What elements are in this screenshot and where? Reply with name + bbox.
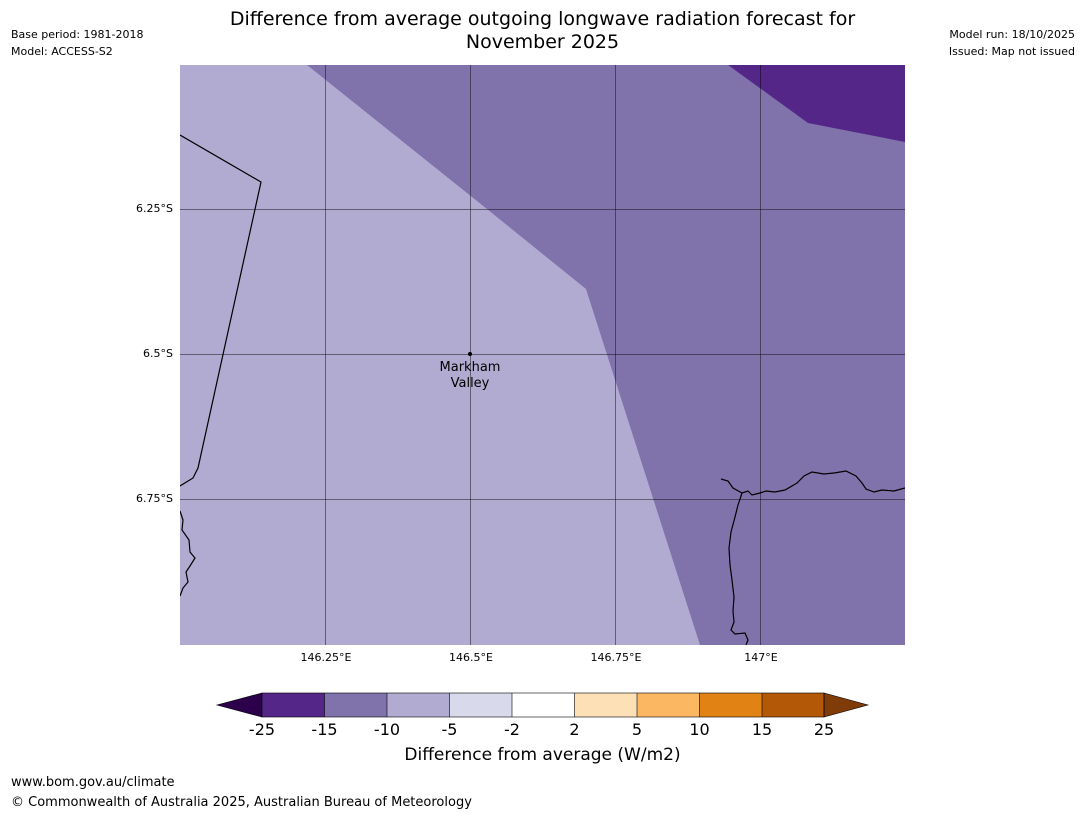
border-line — [180, 134, 262, 487]
colorbar-bin-3 — [387, 693, 450, 717]
coastline-borders — [180, 134, 905, 645]
markham-valley-marker — [468, 352, 472, 356]
colorbar-bin-8 — [699, 693, 762, 717]
place-name-line-2: Valley — [450, 376, 490, 391]
colorbar-outline — [261, 692, 825, 718]
gridlines — [180, 65, 905, 645]
footer-url[interactable]: www.bom.gov.au/climate — [11, 775, 175, 790]
issued-status: Issued: Map not issued — [948, 45, 1075, 58]
lat-label-6-75: 6.75°S — [136, 492, 173, 505]
colorbar — [215, 692, 870, 718]
colorbar-tick: -10 — [373, 720, 401, 739]
meta-right: Model run: 18/10/2025 Issued: Map not is… — [949, 26, 1075, 60]
colorbar-tick: -2 — [504, 720, 520, 739]
model-run: Model run: 18/10/2025 — [949, 28, 1075, 41]
zone-minus15-minus10 — [307, 65, 905, 645]
colorbar-tick: -25 — [248, 720, 276, 739]
colorbar-bin-2 — [324, 693, 387, 717]
place-label-markham-valley: Markham Valley — [420, 360, 520, 392]
meta-left: Base period: 1981-2018 Model: ACCESS-S2 — [11, 26, 143, 60]
colorbar-label-text: Difference from average (W/m2) — [404, 745, 681, 765]
coastline-east — [720, 470, 905, 496]
colorbar-over-arrow — [823, 692, 870, 718]
title-line-2: November 2025 — [465, 31, 620, 53]
colorbar-bin-6 — [574, 693, 637, 717]
colorbar-tick: -5 — [441, 720, 458, 739]
lat-label-6-5: 6.5°S — [143, 347, 173, 360]
colorbar-tick: 5 — [631, 720, 643, 739]
chart-title: Difference from average outgoing longwav… — [180, 8, 905, 54]
coastline-gulf — [728, 492, 749, 645]
colorbar-bin-4 — [449, 693, 512, 717]
colorbar-bin-5 — [512, 693, 575, 717]
lon-label-147: 147°E — [744, 651, 778, 664]
colorbar-tick: 10 — [689, 720, 710, 739]
coastline-west — [180, 510, 196, 597]
base-period: Base period: 1981-2018 — [11, 28, 144, 41]
lon-label-146-5: 146.5°E — [449, 651, 493, 664]
colorbar-tick: -15 — [311, 720, 338, 739]
place-name-line-1: Markham — [439, 360, 501, 375]
map-area — [180, 65, 905, 645]
colorbar-tick: 15 — [751, 720, 773, 739]
title-line-1: Difference from average outgoing longwav… — [229, 8, 856, 30]
colorbar-bin-7 — [637, 693, 700, 717]
colorbar-tick: 2 — [569, 720, 580, 739]
lat-label-6-25: 6.25°S — [136, 202, 173, 215]
zone-minus25-minus15 — [728, 65, 905, 142]
footer-copyright: © Commonwealth of Australia 2025, Austra… — [11, 795, 472, 810]
colorbar-label: Difference from average (W/m2) — [0, 745, 1085, 765]
model-name: Model: ACCESS-S2 — [11, 45, 113, 58]
colorbar-bin-9 — [762, 693, 824, 717]
colorbar-under-arrow — [215, 692, 263, 718]
colorbar-bin-1 — [262, 693, 325, 717]
colorbar-tick: 25 — [813, 720, 835, 739]
lon-label-146-25: 146.25°E — [300, 651, 352, 664]
lon-label-146-75: 146.75°E — [590, 651, 642, 664]
